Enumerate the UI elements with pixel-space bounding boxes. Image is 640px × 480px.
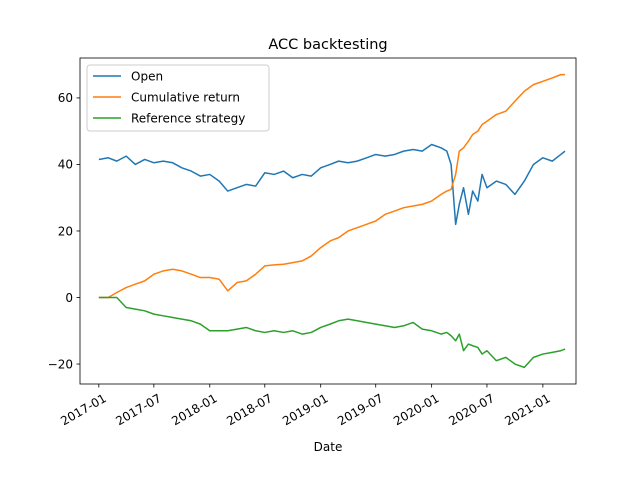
series-line-open <box>98 143 566 226</box>
legend: Open Cumulative return Reference strategy <box>86 64 270 132</box>
series-line-reference-strategy <box>98 296 566 369</box>
legend-label: Open <box>131 69 163 83</box>
y-tick-label: 20 <box>58 224 73 238</box>
legend-label: Cumulative return <box>131 90 240 104</box>
y-tick-label: 0 <box>65 291 73 305</box>
legend-box <box>86 64 270 132</box>
series-line-cumulative-return <box>98 73 566 299</box>
chart-title: ACC backtesting <box>268 37 387 53</box>
series-layer <box>98 73 566 369</box>
legend-label: Reference strategy <box>131 111 245 125</box>
plot-frame <box>79 57 577 385</box>
y-tick-label: 40 <box>58 158 73 172</box>
y-axis: −20 0 20 40 60 <box>48 91 80 371</box>
y-tick-label: −20 <box>48 357 73 371</box>
x-axis-label: Date <box>314 440 343 454</box>
y-tick-label: 60 <box>58 91 73 105</box>
